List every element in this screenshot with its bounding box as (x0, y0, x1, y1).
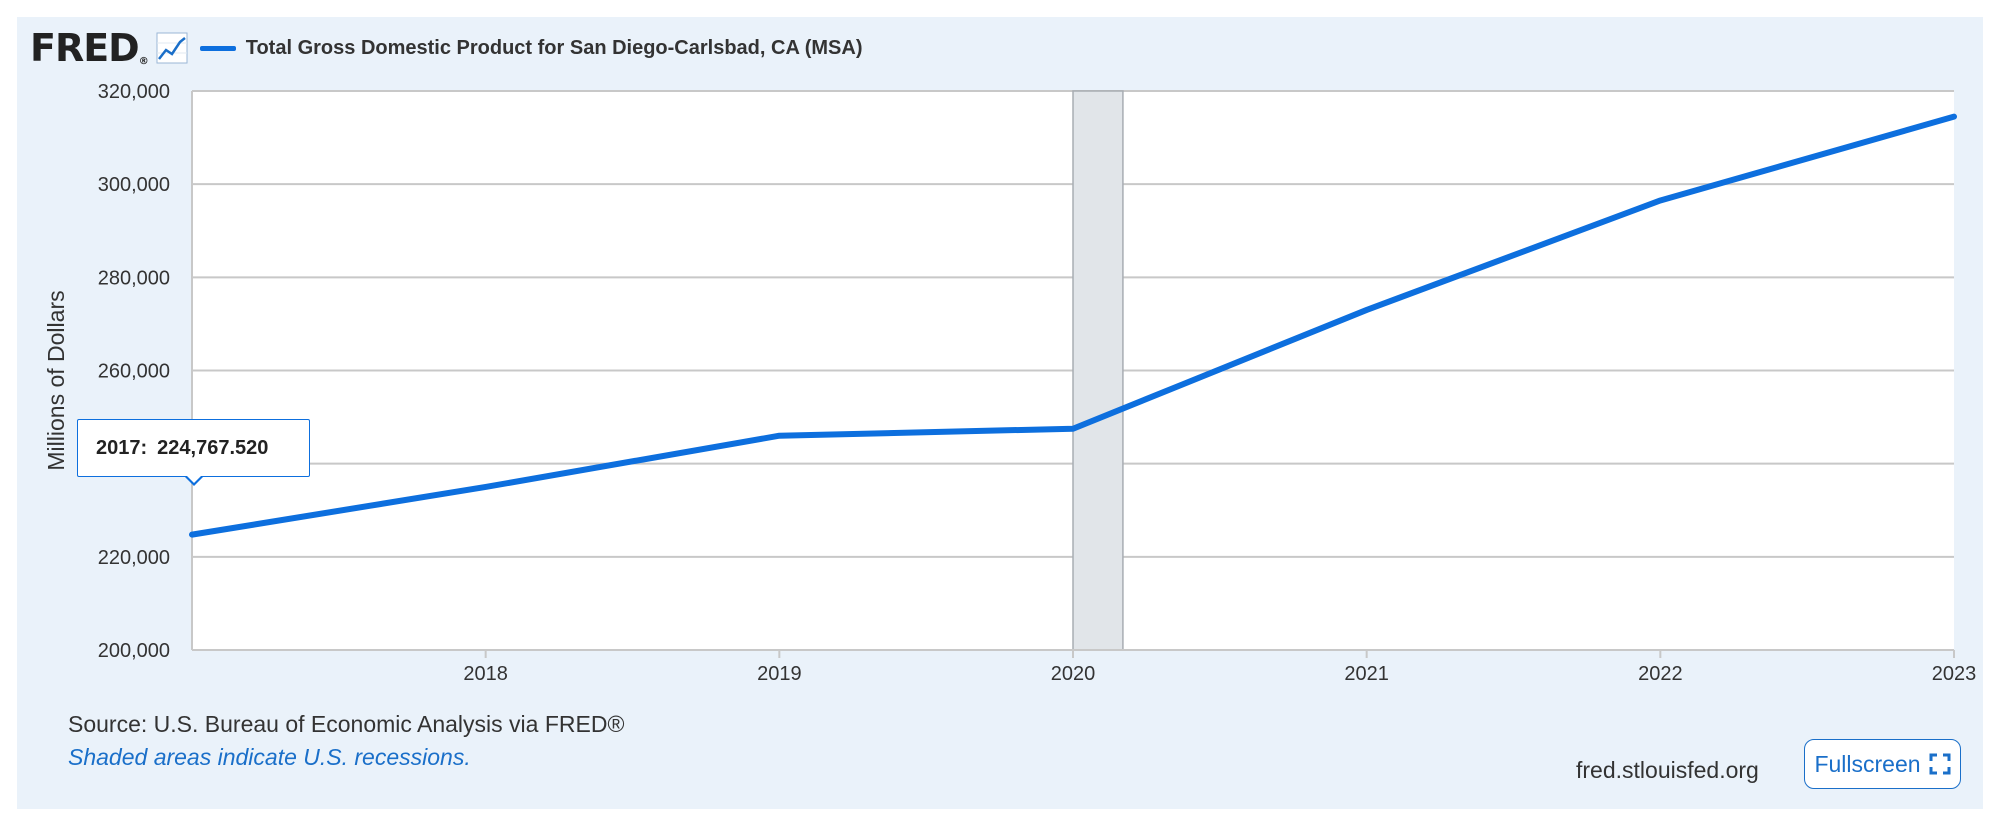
expand-icon (1929, 753, 1951, 775)
x-tick-label: 2021 (1344, 663, 1389, 685)
fullscreen-button[interactable]: Fullscreen (1804, 739, 1961, 789)
x-tick-label: 2019 (757, 663, 802, 685)
y-tick-label: 300,000 (98, 174, 170, 196)
source-note: Source: U.S. Bureau of Economic Analysis… (68, 711, 625, 737)
trend-line-icon (156, 32, 188, 64)
y-tick-label: 200,000 (98, 640, 170, 662)
x-tick-label: 2018 (463, 663, 508, 685)
chart-legend[interactable]: Total Gross Domestic Product for San Die… (199, 36, 863, 60)
recession-note: Shaded areas indicate U.S. recessions. (68, 744, 471, 770)
fred-logo[interactable]: FRED® (30, 26, 149, 70)
fullscreen-label: Fullscreen (1814, 750, 1921, 777)
data-tooltip: 2017: 224,767.520 (77, 419, 310, 477)
x-tick-label: 2023 (1932, 663, 1977, 685)
tooltip-pointer-fill (186, 475, 202, 483)
y-tick-label: 320,000 (98, 81, 170, 103)
legend-swatch (199, 45, 236, 51)
legend-series-label: Total Gross Domestic Product for San Die… (245, 36, 863, 59)
x-tick-label: 2022 (1638, 663, 1683, 685)
x-tick-label: 2020 (1051, 663, 1096, 685)
y-tick-label: 280,000 (98, 267, 170, 289)
y-tick-label: 260,000 (98, 361, 170, 383)
y-tick-label: 220,000 (98, 547, 170, 569)
chart-header: FRED® Total Gross Domestic Product for S… (30, 28, 862, 68)
recession-band (1072, 90, 1124, 651)
tooltip-value: 224,767.520 (157, 436, 269, 459)
y-axis-label: Millions of Dollars (43, 290, 69, 470)
tooltip-label: 2017: (96, 436, 148, 459)
site-url[interactable]: fred.stlouisfed.org (1576, 757, 1759, 783)
